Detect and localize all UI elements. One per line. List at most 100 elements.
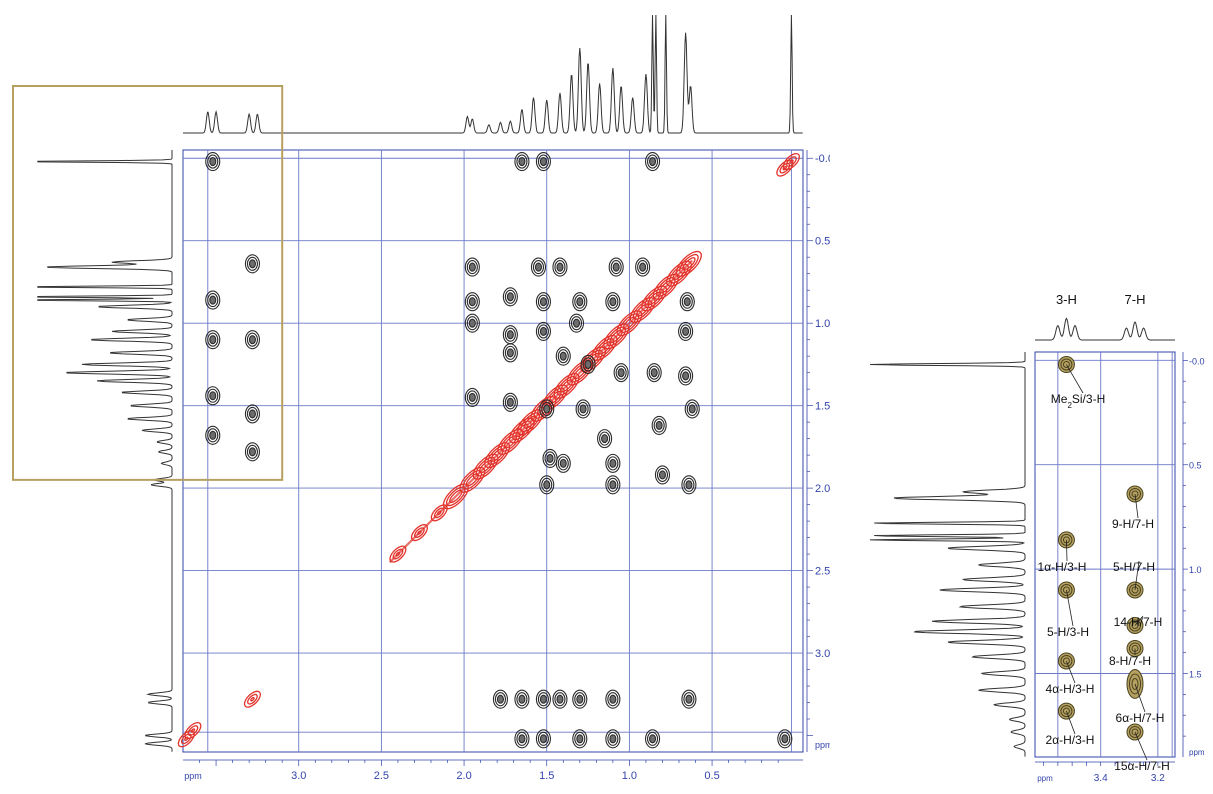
- cross-peak: [617, 368, 625, 378]
- diagonal-peak: [247, 693, 258, 705]
- cross-peak: [557, 456, 569, 471]
- cross-peak: [555, 346, 571, 366]
- cross-peak: [516, 692, 528, 707]
- cross-peak: [559, 351, 567, 361]
- cross-peak: [554, 260, 566, 275]
- cross-peak: [777, 729, 793, 749]
- inset-y-tick-label: 1.0: [1189, 565, 1202, 575]
- cross-peak: [535, 729, 551, 749]
- inset-peak-label: Me2Si/3-H: [1051, 392, 1105, 410]
- cross-peak: [535, 689, 551, 709]
- cross-peak: [209, 156, 217, 167]
- cross-peak: [546, 453, 554, 463]
- cross-peak: [207, 154, 219, 169]
- cross-peak: [609, 694, 617, 704]
- cross-peak: [680, 324, 692, 339]
- inset-peak-label: 1α-H/3-H: [1038, 560, 1087, 574]
- y-axis-label: ppm: [815, 740, 830, 750]
- cross-peak: [597, 429, 613, 449]
- cross-peak: [514, 151, 530, 172]
- diagonal-peak: [190, 728, 196, 733]
- inset-peak: [1129, 487, 1141, 500]
- cross-peak: [248, 409, 256, 419]
- inset-peak-leader: [1134, 493, 1139, 519]
- cross-peak: [205, 425, 221, 445]
- top-projection-layer: [183, 14, 803, 134]
- cross-peak: [502, 343, 518, 363]
- cross-peak: [246, 256, 258, 271]
- cross-peak: [648, 734, 657, 744]
- inset-top-projection-layer: [1035, 317, 1175, 341]
- cross-peak: [605, 292, 621, 312]
- cross-peak: [248, 259, 256, 269]
- cross-peak: [207, 293, 219, 308]
- cross-peak: [514, 729, 530, 749]
- inset-peak-label: 9-H/7-H: [1112, 517, 1154, 531]
- cross-peak: [244, 404, 260, 424]
- cross-peak: [464, 387, 480, 407]
- cross-peak: [504, 395, 516, 410]
- inset-peak-label: 14-H/7-H: [1114, 615, 1163, 629]
- cross-peak: [605, 729, 621, 749]
- cross-peak: [556, 694, 564, 704]
- inset-plot-frame: [1034, 351, 1176, 758]
- cross-peak: [568, 313, 585, 333]
- cross-peak: [607, 456, 619, 471]
- cross-peak: [506, 397, 514, 407]
- cross-peak: [518, 694, 526, 704]
- diagonal-peak: [782, 152, 800, 171]
- cross-peak: [678, 321, 694, 341]
- cross-peak: [516, 154, 528, 169]
- cross-peak: [541, 477, 553, 492]
- inset-peak-leader: [1066, 710, 1076, 735]
- cross-peak: [574, 294, 586, 309]
- cross-peak: [559, 458, 567, 468]
- inset-peak: [1129, 583, 1141, 596]
- cross-peak: [684, 399, 700, 419]
- inset-peak-label: 8-H/7-H: [1109, 654, 1151, 668]
- inset-peak-leader: [1134, 731, 1148, 761]
- cross-peak: [572, 318, 581, 328]
- cross-peak: [205, 386, 221, 406]
- cross-peak: [579, 404, 587, 414]
- inset-y-tick-label: -0.0: [1189, 356, 1205, 366]
- cross-peak: [506, 292, 514, 302]
- cross-peak: [577, 401, 589, 416]
- diagonal-ridge: [388, 259, 694, 564]
- cross-peak: [244, 330, 260, 350]
- cross-peak: [648, 156, 657, 167]
- inset-peak-leader: [1066, 539, 1068, 562]
- cross-peak: [244, 442, 260, 462]
- inset-peak: [1060, 583, 1073, 596]
- cross-peak: [576, 734, 584, 744]
- cross-peak: [248, 335, 256, 345]
- cross-peak: [582, 357, 594, 372]
- y-tick-label: 1.0: [815, 318, 830, 330]
- cross-peak: [654, 465, 671, 485]
- cross-peak: [682, 371, 690, 381]
- cross-peak: [685, 480, 693, 490]
- diagonal-peak: [789, 159, 794, 164]
- inset-y-tick-label: 0.5: [1189, 461, 1202, 471]
- cross-peak: [572, 729, 588, 749]
- y-tick-label: 2.0: [815, 483, 830, 495]
- cross-peak: [504, 345, 516, 360]
- cross-peak: [464, 257, 480, 277]
- cross-peak: [246, 332, 258, 347]
- cross-peak: [468, 297, 476, 307]
- cross-peak: [504, 289, 516, 304]
- inset-peak-label: 15α-H/7-H: [1114, 759, 1170, 773]
- cross-peak: [605, 689, 621, 709]
- cross-peak: [502, 287, 518, 307]
- cross-peak: [537, 692, 549, 707]
- inset-peak: [1129, 725, 1141, 738]
- inset-peak-label: 5-H/3-H: [1047, 625, 1089, 639]
- cross-peak: [506, 330, 514, 340]
- inset-column-label: 3-H: [1056, 292, 1077, 307]
- inset-x-tick-label: 3.4: [1094, 773, 1108, 784]
- cross-peak: [572, 689, 588, 709]
- cross-peak: [575, 399, 591, 419]
- y-tick-label: 0.5: [815, 236, 830, 248]
- cross-peak: [607, 294, 619, 309]
